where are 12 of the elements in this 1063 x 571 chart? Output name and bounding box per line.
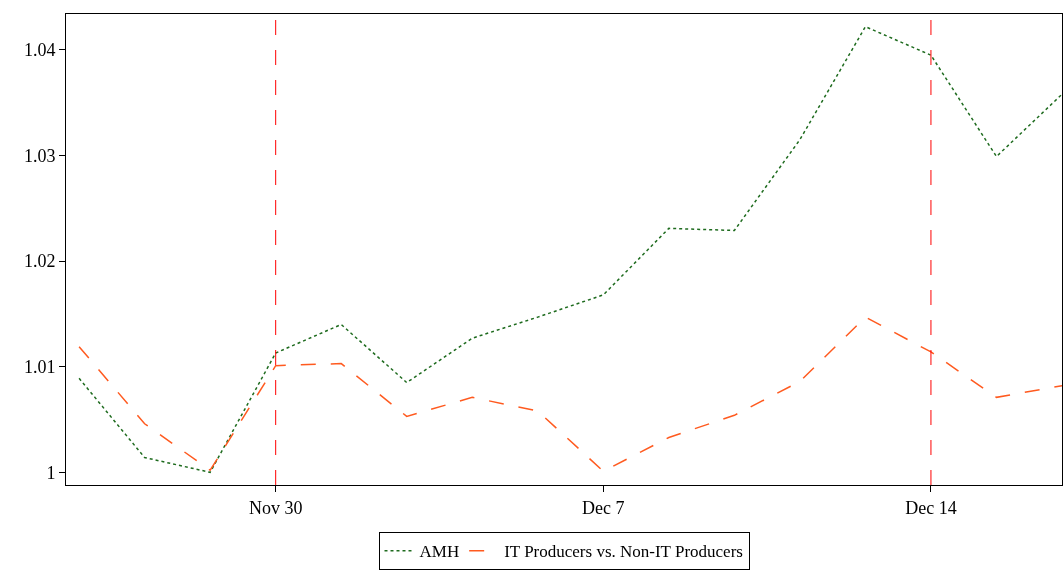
legend-label: IT Producers vs. Non-IT Producers <box>504 542 743 562</box>
x-tick-label: Dec 14 <box>905 497 957 518</box>
legend-label: AMH <box>419 542 460 562</box>
line-series <box>78 316 1062 473</box>
x-tick-label: Nov 30 <box>248 497 303 518</box>
y-tick-label: 1.01 <box>23 357 56 378</box>
y-tick-label: 1.03 <box>23 145 56 166</box>
y-tick-label: 1.02 <box>23 251 56 272</box>
y-tick-label: 1 <box>46 462 56 483</box>
x-tick-label: Dec 7 <box>582 497 625 518</box>
line-series <box>78 25 1062 474</box>
y-tick-label: 1.04 <box>23 40 56 61</box>
